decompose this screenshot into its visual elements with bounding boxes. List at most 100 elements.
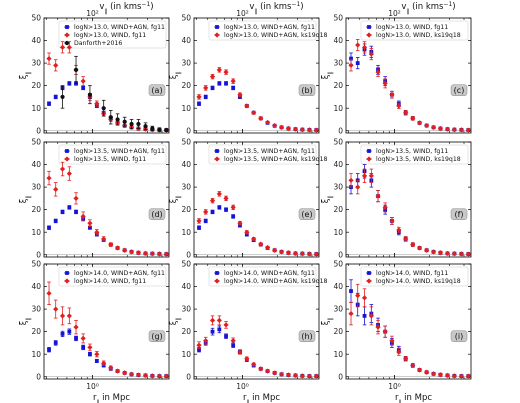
data-point [430,371,437,377]
legend-entry: logN>13.0, WIND, fg11 [74,32,146,39]
y-tick-label: 10 [333,228,343,237]
data-point [47,225,51,230]
panel-b: 0 10 20 30 40 50 logN>13.0, WIND+AGN, fg11logN… [169,1,328,136]
data-point [203,338,209,344]
series-red [196,315,319,379]
data-point [410,115,416,121]
data-point [209,198,216,204]
data-point [299,373,305,379]
data-point [251,361,257,367]
data-point [265,368,271,374]
legend-marker [215,149,219,153]
data-point [196,94,202,100]
legend-marker [366,32,372,38]
data-point [430,124,437,130]
data-point [66,313,72,319]
data-point [465,373,471,379]
data-point [53,219,58,223]
data-point [196,342,202,348]
y-tick-label: 20 [181,81,191,90]
legend-entry: logN>13.5, WIND+AGN, fg11 [224,148,315,155]
data-point [410,362,416,369]
data-point [451,373,457,379]
data-point [465,127,471,133]
legend-marker [367,149,371,153]
panel-i: 0 10 20 30 40 50 logN>14.0, WIND, fg11logN>14.… [321,260,472,403]
y-tick-label: 40 [181,160,191,169]
data-point [424,122,430,129]
panel-badge [450,208,468,220]
bottom-tick-label: 10⁰ [236,382,249,391]
data-point [278,371,285,377]
legend-entry: logN>14.0, WIND, fg11 [74,278,146,285]
data-point [156,251,163,257]
legend-entry: logN>14.0, WIND, ks19q18 [376,278,461,285]
legend-entry: logN>13.5, WIND, fg11 [376,148,448,155]
data-point [451,127,457,133]
y-tick-label: 50 [181,138,191,147]
data-point [108,365,114,371]
data-point [361,44,368,50]
data-point [349,56,353,61]
data-point [292,126,299,132]
data-point [382,329,388,335]
y-tick-label: 40 [333,36,343,45]
y-tick-label: 30 [333,183,343,192]
y-tick-label: 20 [333,205,343,214]
data-point [272,122,278,129]
top-axis-title: v∥ (in kms−1) [401,1,455,15]
data-point [157,127,162,132]
data-point [313,373,319,379]
data-point [135,250,142,256]
top-axis-title: v∥ (in kms−1) [99,1,153,15]
legend-box [208,20,317,41]
panel-c: 0 10 20 30 40 50 logN>13.0, WIND, fg11logN>13.… [321,1,472,135]
legend-entry: logN>13.5, WIND, fg11 [74,156,146,163]
y-tick-label: 10 [333,350,343,359]
data-point [230,338,236,344]
y-tick-label: 30 [333,305,343,314]
data-point [87,92,93,97]
data-point [368,51,374,57]
data-point [272,247,278,253]
data-point [382,80,388,86]
panel-badge-label: (g) [151,332,162,341]
data-point [67,81,72,86]
data-point [458,127,465,133]
data-point [355,184,361,190]
data-point [272,370,278,376]
data-point [306,251,313,257]
data-point [60,332,65,336]
y-axis-title: ξ∥ [321,318,334,326]
data-point [101,236,107,242]
data-point [348,62,354,68]
legend-marker [214,32,220,38]
data-point [59,313,66,319]
panel-badge [298,208,316,220]
panel-badge-label: (e) [301,210,312,219]
data-point [244,356,250,362]
data-point [129,121,134,127]
data-point [403,110,409,116]
y-axis-title: ξ∥ [169,318,182,326]
data-point [237,220,243,226]
y-tick-label: 30 [31,305,41,314]
data-point [348,177,354,183]
data-point [258,115,264,121]
y-tick-label: 40 [181,36,191,45]
series-red [348,283,471,379]
y-tick-label: 30 [31,59,41,68]
data-point [81,86,86,90]
data-point [53,341,58,345]
bottom-axis-title: r∥ in Mpc [93,393,130,403]
data-point [101,360,107,366]
legend-box [58,266,167,287]
data-point [355,292,361,299]
panel-d: 0 10 20 30 40 50 logN>13.5, WIND+AGN, fg11logN… [19,138,170,259]
data-point [244,103,250,109]
data-point [66,170,72,177]
data-point [136,121,141,127]
